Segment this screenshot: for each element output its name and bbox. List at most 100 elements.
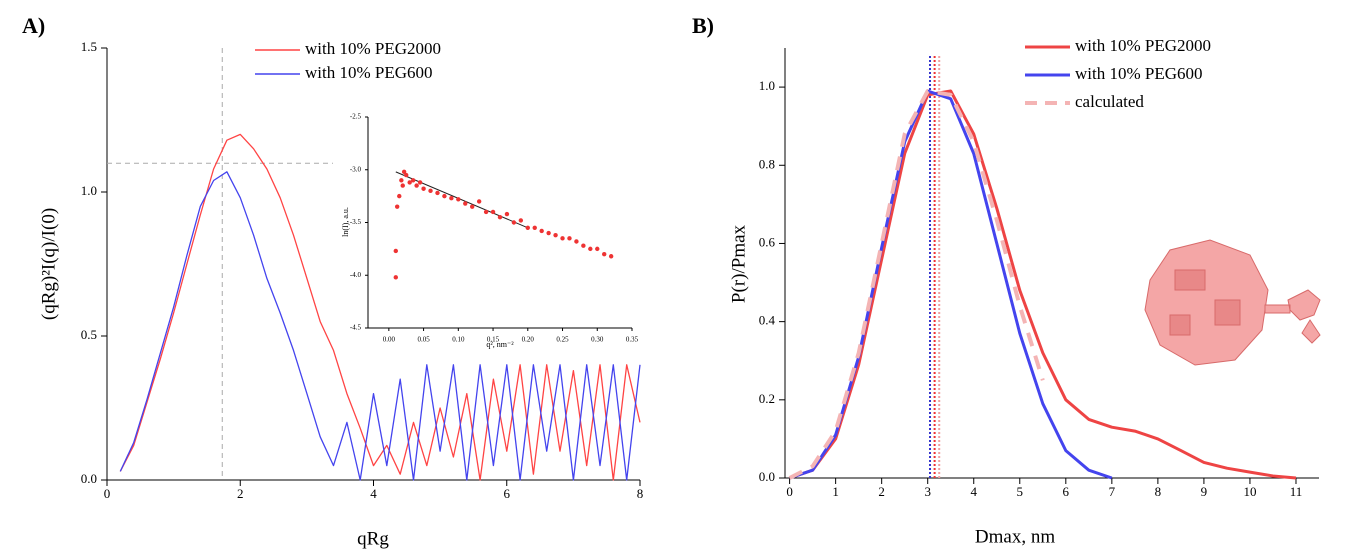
x-tick-label: 0.35 [626,336,639,344]
y-tick-label: 0.6 [759,234,776,249]
scatter-point [595,246,600,252]
legend-label: with 10% PEG2000 [305,39,441,58]
x-tick-label: 9 [1201,484,1208,499]
scatter-point [401,169,407,175]
y-tick-label: 1.0 [759,78,775,93]
y-tick-label: 1.0 [81,183,97,198]
data-line [789,89,1297,480]
scatter-point [456,197,461,202]
scatter-point [414,183,419,188]
scatter-point [470,204,475,209]
y-axis-label: ln(I), a.u. [341,207,350,237]
x-tick-label: 0.10 [452,336,465,344]
scatter-point [442,193,447,199]
x-tick-label: 3 [924,484,931,499]
y-tick-label: -3.5 [350,218,362,226]
x-tick-label: 10 [1243,484,1256,499]
scatter-point [421,186,426,191]
data-line [788,89,1045,480]
scatter-point [525,225,530,230]
scatter-point [608,254,614,259]
chart-panel: 0 2 4 6 8 0.0 0.5 1.0 1.5 qRg (qRg)²I(q)/I(0) A) wit… [22,13,643,549]
panel-label: A) [22,13,45,38]
scatter-point [588,246,593,252]
y-tick-label: -4.0 [350,271,362,279]
scatter-point [581,243,586,248]
scatter-point [407,180,412,185]
y-tick-label: 0.0 [759,469,775,484]
x-axis-label: q², nm⁻² [486,340,514,349]
x-tick-label: 6 [1063,484,1070,499]
x-tick-label: 0 [786,484,793,499]
scatter-point [560,236,565,241]
y-tick-label: -3.0 [350,165,362,173]
x-tick-label: 4 [370,486,377,501]
x-tick-label: 8 [637,486,644,501]
x-tick-label: 7 [1109,484,1116,499]
x-tick-label: 0 [104,486,111,501]
scatter-point [393,248,398,254]
chart-panel: 0 1 2 3 4 5 6 7 8 9 10 11 0.0 0.2 0.4 0.6 0.8 1.0 Dmax, nm… [692,13,1319,547]
scatter-point [490,209,496,215]
scatter-point [428,188,433,194]
x-tick-label: 0.00 [383,336,396,344]
scatter-point [449,196,454,201]
x-tick-label: 2 [878,484,885,499]
scatter-point [463,201,468,206]
y-tick-label: 0.4 [759,313,776,328]
y-tick-label: 0.2 [759,391,775,406]
scatter-point [539,228,544,234]
scatter-point [602,251,607,257]
y-axis-label: (qRg)²I(q)/I(0) [38,208,59,320]
x-axis-label: Dmax, nm [975,526,1055,547]
fit-line [395,171,528,229]
scatter-point [393,275,398,280]
scatter-point [546,230,551,236]
legend-label: with 10% PEG2000 [1075,36,1211,55]
y-axis-label: P(r)/Pmax [728,224,749,303]
x-tick-label: 6 [504,486,511,501]
scatter-point [399,178,404,183]
x-axis-label: qRg [357,528,389,549]
x-tick-label: 0.05 [417,336,430,344]
scatter-point [410,178,416,183]
x-tick-label: 11 [1290,484,1303,499]
scatter-point [504,211,510,217]
x-tick-label: 2 [237,486,244,501]
y-tick-label: 0.8 [759,156,775,171]
y-tick-label: 0.5 [81,327,97,342]
scatter-point [567,236,572,241]
scatter-point [394,204,400,209]
x-tick-label: 1 [832,484,839,499]
chart-panel: 0.00 0.05 0.10 0.15 0.20 0.25 0.30 0.35 -2.5 -3.0… [338,109,647,360]
y-tick-label: 0.0 [81,471,97,486]
x-tick-label: 0.15 [487,336,500,344]
scatter-point [483,209,489,215]
scatter-point [553,232,558,238]
scatter-point [532,225,537,230]
x-tick-label: 0.25 [556,336,569,344]
data-line [789,89,1113,480]
legend-label: calculated [1075,92,1144,111]
y-tick-label: -2.5 [350,113,362,121]
scatter-point [476,199,482,204]
scatter-point [511,220,517,225]
x-tick-label: 8 [1155,484,1162,499]
scatter-point [400,183,405,188]
scatter-point [404,172,409,178]
panel-label: B) [692,13,714,38]
data-line [119,171,641,481]
y-tick-label: 1.5 [81,39,97,54]
x-tick-label: 0.30 [591,336,604,344]
scatter-point [497,215,503,220]
x-tick-label: 5 [1017,484,1024,499]
molecule-illustration [1144,239,1321,366]
scatter-point [397,193,402,199]
legend-label: with 10% PEG600 [305,63,433,82]
scatter-point [574,239,579,244]
scatter-point [518,218,524,223]
scatter-point [417,180,423,185]
x-tick-label: 0.20 [522,336,535,344]
scatter-point [435,190,440,196]
